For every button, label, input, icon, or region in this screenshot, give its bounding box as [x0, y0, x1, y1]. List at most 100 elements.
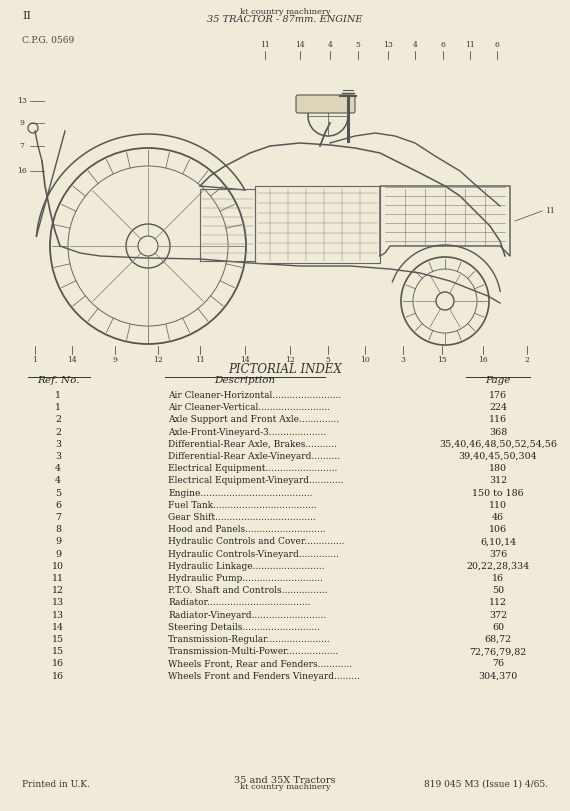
Text: 1: 1 — [55, 391, 61, 400]
Text: 224: 224 — [489, 403, 507, 412]
Text: 10: 10 — [52, 562, 64, 571]
Text: Engine.......................................: Engine..................................… — [168, 488, 312, 498]
Text: 60: 60 — [492, 623, 504, 632]
Text: 4: 4 — [55, 476, 61, 486]
Text: P.T.O. Shaft and Controls................: P.T.O. Shaft and Controls...............… — [168, 586, 328, 595]
Text: 6: 6 — [441, 41, 445, 49]
Text: Page: Page — [485, 376, 511, 385]
Text: 12: 12 — [153, 356, 163, 364]
Text: 11: 11 — [465, 41, 475, 49]
Text: Electrical Equipment.........................: Electrical Equipment....................… — [168, 464, 337, 473]
Text: 3: 3 — [55, 440, 61, 448]
Text: 4: 4 — [55, 464, 61, 473]
Text: 112: 112 — [489, 599, 507, 607]
Text: 15: 15 — [437, 356, 447, 364]
Text: 1: 1 — [55, 403, 61, 412]
Text: Printed in U.K.: Printed in U.K. — [22, 780, 90, 789]
Text: 106: 106 — [489, 526, 507, 534]
Text: Gear Shift...................................: Gear Shift..............................… — [168, 513, 316, 522]
Text: 15: 15 — [52, 635, 64, 644]
Text: 16: 16 — [478, 356, 488, 364]
Text: 10: 10 — [360, 356, 370, 364]
Text: Axle-Front-Vineyard-3....................: Axle-Front-Vineyard-3...................… — [168, 427, 326, 436]
Text: 12: 12 — [285, 356, 295, 364]
Text: Wheels Front and Fenders Vineyard.........: Wheels Front and Fenders Vineyard.......… — [168, 672, 360, 680]
Text: Fuel Tank....................................: Fuel Tank...............................… — [168, 501, 316, 510]
Text: 5: 5 — [356, 41, 360, 49]
Text: 11: 11 — [545, 207, 555, 215]
Text: 7: 7 — [19, 142, 25, 150]
Text: 14: 14 — [52, 623, 64, 632]
Text: 72,76,79,82: 72,76,79,82 — [469, 647, 527, 656]
Text: 11: 11 — [52, 574, 64, 583]
Text: 16: 16 — [17, 167, 27, 175]
Text: 13: 13 — [52, 611, 64, 620]
Text: 13: 13 — [383, 41, 393, 49]
Text: Axle Support and Front Axle..............: Axle Support and Front Axle.............… — [168, 415, 339, 424]
Text: 176: 176 — [489, 391, 507, 400]
Text: 372: 372 — [489, 611, 507, 620]
Text: 2: 2 — [524, 356, 530, 364]
Text: 16: 16 — [492, 574, 504, 583]
Text: Electrical Equipment-Vineyard............: Electrical Equipment-Vineyard...........… — [168, 476, 344, 486]
Text: 14: 14 — [295, 41, 305, 49]
Text: 16: 16 — [52, 659, 64, 668]
Text: 368: 368 — [489, 427, 507, 436]
Text: 35,40,46,48,50,52,54,56: 35,40,46,48,50,52,54,56 — [439, 440, 557, 448]
Text: 9: 9 — [55, 550, 61, 559]
Text: Hydraulic Pump............................: Hydraulic Pump..........................… — [168, 574, 323, 583]
Text: 2: 2 — [55, 427, 61, 436]
Text: 68,72: 68,72 — [484, 635, 511, 644]
Text: 16: 16 — [52, 672, 64, 680]
Text: II: II — [22, 11, 31, 21]
Text: 819 045 M3 (Issue 1) 4/65.: 819 045 M3 (Issue 1) 4/65. — [424, 780, 548, 789]
Text: 5: 5 — [325, 356, 331, 364]
Text: 46: 46 — [492, 513, 504, 522]
Text: 7: 7 — [55, 513, 61, 522]
Text: 12: 12 — [52, 586, 64, 595]
Text: Hydraulic Controls and Cover..............: Hydraulic Controls and Cover............… — [168, 538, 344, 547]
Text: 3: 3 — [55, 452, 61, 461]
Text: Radiator-Vineyard..........................: Radiator-Vineyard.......................… — [168, 611, 326, 620]
Text: Hood and Panels............................: Hood and Panels.........................… — [168, 526, 325, 534]
Text: 39,40,45,50,304: 39,40,45,50,304 — [459, 452, 538, 461]
Text: 6: 6 — [55, 501, 61, 510]
Text: 35 TRACTOR - 87mm. ENGINE: 35 TRACTOR - 87mm. ENGINE — [207, 15, 363, 24]
Text: 4: 4 — [413, 41, 417, 49]
Text: Hydraulic Linkage.........................: Hydraulic Linkage.......................… — [168, 562, 324, 571]
Text: PICTORIAL INDEX: PICTORIAL INDEX — [228, 363, 342, 376]
Text: 5: 5 — [55, 488, 61, 498]
Text: Differential-Rear Axle, Brakes...........: Differential-Rear Axle, Brakes..........… — [168, 440, 337, 448]
Text: 11: 11 — [260, 41, 270, 49]
Text: 35 and 35X Tractors: 35 and 35X Tractors — [234, 776, 336, 785]
Text: 6,10,14: 6,10,14 — [480, 538, 516, 547]
Text: Hydraulic Controls-Vineyard..............: Hydraulic Controls-Vineyard.............… — [168, 550, 339, 559]
Text: 15: 15 — [52, 647, 64, 656]
Text: 9: 9 — [112, 356, 117, 364]
Text: 13: 13 — [17, 97, 27, 105]
Text: Radiator....................................: Radiator................................… — [168, 599, 311, 607]
Text: Wheels Front, Rear and Fenders............: Wheels Front, Rear and Fenders..........… — [168, 659, 352, 668]
Text: 14: 14 — [67, 356, 77, 364]
Text: 13: 13 — [52, 599, 64, 607]
Text: 6: 6 — [495, 41, 499, 49]
Text: Air Cleaner-Horizontal........................: Air Cleaner-Horizontal..................… — [168, 391, 341, 400]
FancyBboxPatch shape — [296, 95, 355, 113]
Text: 8: 8 — [55, 526, 61, 534]
Text: Steering Details...........................: Steering Details........................… — [168, 623, 320, 632]
Text: 3: 3 — [401, 356, 405, 364]
Text: 180: 180 — [489, 464, 507, 473]
Text: 50: 50 — [492, 586, 504, 595]
Text: Differential-Rear Axle-Vineyard..........: Differential-Rear Axle-Vineyard.........… — [168, 452, 340, 461]
Text: 11: 11 — [195, 356, 205, 364]
Text: 1: 1 — [32, 356, 38, 364]
Text: 20,22,28,334: 20,22,28,334 — [466, 562, 530, 571]
Text: 376: 376 — [489, 550, 507, 559]
Text: 9: 9 — [19, 119, 25, 127]
Text: 150 to 186: 150 to 186 — [472, 488, 524, 498]
Text: 116: 116 — [489, 415, 507, 424]
Text: 312: 312 — [489, 476, 507, 486]
Text: 2: 2 — [55, 415, 61, 424]
Text: 110: 110 — [489, 501, 507, 510]
Text: Transmission-Regular......................: Transmission-Regular....................… — [168, 635, 331, 644]
